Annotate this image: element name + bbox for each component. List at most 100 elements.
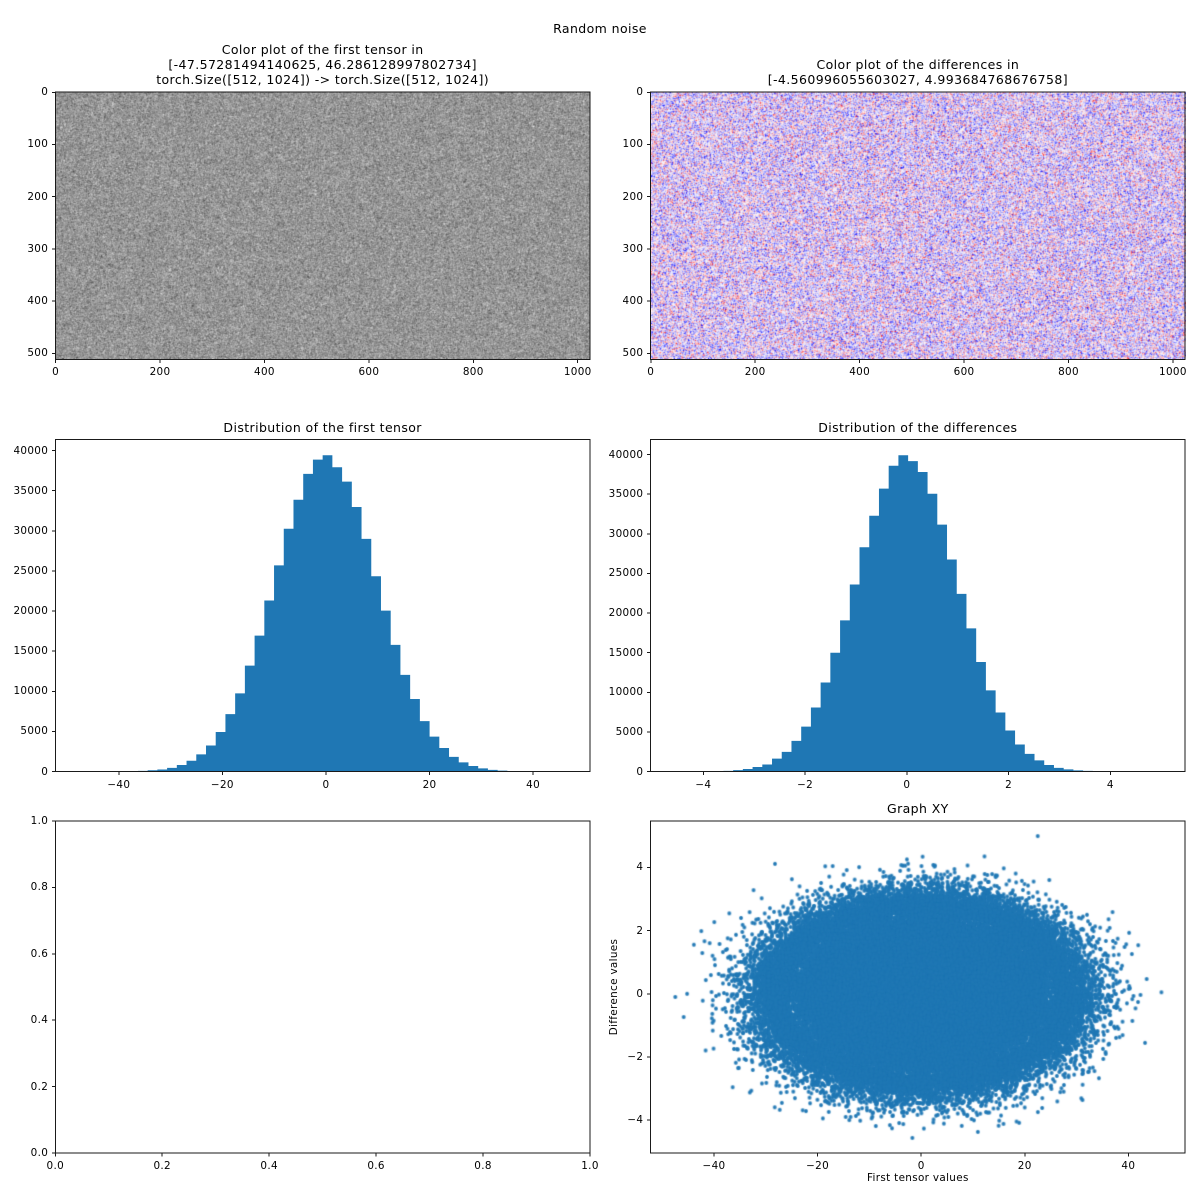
first-tensor-hist-y-tick-label: 35000 bbox=[13, 484, 49, 497]
scatter-xy-y-tick-label: 4 bbox=[636, 861, 644, 874]
first-tensor-hist-y-tick-label: 10000 bbox=[13, 685, 49, 698]
differences-image-x-tick-label: 0 bbox=[647, 366, 655, 379]
empty-axes-y-tick-label: 1.0 bbox=[30, 814, 49, 827]
differences-hist-y-tick-label: 35000 bbox=[608, 488, 644, 501]
empty-axes-x-tick-label: 0.2 bbox=[153, 1160, 171, 1173]
scatter-xy-x-tick-label: −40 bbox=[702, 1160, 726, 1173]
first-tensor-hist-x-tick-label: 40 bbox=[526, 778, 541, 791]
differences-image-ticks bbox=[647, 91, 1174, 363]
first-tensor-hist-x-tick-label: 0 bbox=[322, 778, 330, 791]
first-tensor-hist-title-line: Distribution of the first tensor bbox=[223, 419, 422, 435]
scatter-xy-y-tick-label: 0 bbox=[636, 987, 644, 1000]
first-tensor-image-x-tick-label: 1000 bbox=[563, 366, 592, 379]
scatter-xy-title-line: Graph XY bbox=[886, 801, 949, 817]
differences-image-y-tick-label: 300 bbox=[622, 242, 644, 255]
first-tensor-image-x-tick-label: 200 bbox=[149, 366, 171, 379]
scatter-xy-x-tick-label: 0 bbox=[917, 1160, 925, 1173]
differences-image-y-tick-label: 0 bbox=[636, 86, 644, 99]
differences-noise-image bbox=[650, 92, 1186, 359]
differences-image-x-tick-label: 400 bbox=[849, 366, 871, 379]
first-tensor-hist-x-tick-label: −40 bbox=[107, 778, 131, 791]
scatter-xy-y-tick-label: 2 bbox=[636, 924, 644, 937]
first-tensor-hist-y-tick-label: 5000 bbox=[20, 725, 49, 738]
first-tensor-hist-x-tick-label: −20 bbox=[210, 778, 234, 791]
scatter-xy-y-tick-label: −4 bbox=[627, 1114, 644, 1127]
first-tensor-image-y-tick-label: 500 bbox=[27, 347, 49, 360]
first-tensor-hist-y-tick-label: 15000 bbox=[13, 645, 49, 658]
empty-axes-spines bbox=[54, 820, 591, 1154]
first-tensor-hist-y-tick-label: 20000 bbox=[13, 604, 49, 617]
empty-axes-y-tick-label: 0.4 bbox=[30, 1014, 49, 1027]
scatter-xy-y-tick-label: −2 bbox=[627, 1050, 644, 1063]
empty-axes-y-tick-label: 0.8 bbox=[30, 881, 49, 894]
first-tensor-hist-bars bbox=[79, 455, 566, 772]
first-tensor-image-spines bbox=[54, 91, 591, 360]
first-tensor-image-y-tick-label: 200 bbox=[27, 190, 49, 203]
differences-hist-y-tick-label: 40000 bbox=[608, 448, 644, 461]
first-tensor-image-title-line: torch.Size([512, 1024]) -> torch.Size([5… bbox=[156, 72, 490, 88]
first-tensor-image-x-tick-label: 0 bbox=[52, 366, 60, 379]
differences-hist-x-tick-label: 2 bbox=[1005, 778, 1013, 791]
first-tensor-hist-y-tick-label: 0 bbox=[41, 765, 49, 778]
differences-image-spines bbox=[650, 91, 1186, 360]
differences-hist-y-tick-label: 0 bbox=[636, 765, 644, 778]
first-tensor-noise-image bbox=[55, 92, 591, 359]
first-tensor-hist-y-tick-label: 40000 bbox=[13, 444, 49, 457]
first-tensor-hist-ticks bbox=[51, 450, 534, 775]
first-tensor-image-y-tick-label: 100 bbox=[27, 138, 49, 151]
first-tensor-image-y-tick-label: 400 bbox=[27, 295, 49, 308]
first-tensor-image-x-tick-label: 800 bbox=[462, 366, 484, 379]
differences-image-title-line: [-4.560996055603027, 4.993684768676758] bbox=[767, 72, 1068, 88]
differences-image-x-tick-label: 800 bbox=[1058, 366, 1079, 379]
scatter-xy-ticks bbox=[647, 866, 1129, 1157]
empty-axes-x-tick-label: 0.6 bbox=[367, 1160, 385, 1173]
scatter-xy-x-tick-label: −20 bbox=[806, 1160, 830, 1173]
differences-image-y-tick-label: 200 bbox=[622, 190, 644, 203]
figure-suptitle: Random noise bbox=[553, 21, 647, 36]
differences-hist-y-tick-label: 30000 bbox=[608, 527, 644, 540]
empty-axes-y-tick-label: 0.2 bbox=[30, 1080, 49, 1093]
empty-axes-x-tick-label: 0.0 bbox=[46, 1160, 65, 1173]
scatter-xy-x-tick-label: 20 bbox=[1017, 1160, 1032, 1173]
differences-hist-x-tick-label: 4 bbox=[1106, 778, 1114, 791]
first-tensor-image-title-line: [-47.57281494140625, 46.286128997802734] bbox=[168, 57, 477, 73]
differences-image-y-tick-label: 400 bbox=[622, 295, 644, 308]
first-tensor-hist-y-tick-label: 30000 bbox=[13, 524, 49, 537]
empty-axes-x-tick-label: 0.4 bbox=[260, 1160, 278, 1173]
first-tensor-hist-x-tick-label: 20 bbox=[422, 778, 437, 791]
differences-image-x-tick-label: 1000 bbox=[1159, 366, 1187, 379]
differences-hist-x-tick-label: −4 bbox=[695, 778, 712, 791]
differences-hist-x-tick-label: 0 bbox=[903, 778, 911, 791]
first-tensor-image-x-tick-label: 600 bbox=[358, 366, 380, 379]
empty-axes-x-tick-label: 1.0 bbox=[581, 1160, 599, 1173]
differences-image-title-line: Color plot of the differences in bbox=[816, 57, 1020, 73]
differences-hist-title-line: Distribution of the differences bbox=[818, 419, 1018, 435]
scatter-xy-spines bbox=[650, 820, 1186, 1154]
empty-axes-y-tick-label: 0.6 bbox=[30, 947, 49, 960]
first-tensor-image-y-tick-label: 300 bbox=[27, 242, 49, 255]
empty-axes-ticks bbox=[51, 820, 591, 1157]
scatter-xy-xlabel: First tensor values bbox=[867, 1172, 969, 1185]
empty-axes-x-tick-label: 0.8 bbox=[474, 1160, 492, 1173]
differences-image-y-tick-label: 500 bbox=[622, 347, 644, 360]
differences-hist-x-tick-label: −2 bbox=[797, 778, 814, 791]
first-tensor-image-ticks bbox=[51, 91, 579, 363]
first-tensor-image-y-tick-label: 0 bbox=[41, 86, 49, 99]
differences-hist-bars bbox=[674, 455, 1161, 772]
differences-image-x-tick-label: 600 bbox=[953, 366, 975, 379]
differences-hist-y-tick-label: 15000 bbox=[608, 646, 644, 659]
scatter-xy-points bbox=[650, 821, 1186, 1153]
differences-hist-y-tick-label: 20000 bbox=[608, 606, 644, 619]
first-tensor-image-x-tick-label: 400 bbox=[254, 366, 275, 379]
differences-hist-y-tick-label: 10000 bbox=[608, 686, 644, 699]
differences-hist-y-tick-label: 5000 bbox=[615, 725, 644, 738]
first-tensor-hist-spines bbox=[54, 439, 591, 772]
differences-hist-ticks bbox=[647, 454, 1111, 775]
first-tensor-image-title-line: Color plot of the first tensor in bbox=[221, 42, 424, 58]
differences-hist-spines bbox=[650, 439, 1186, 772]
differences-image-y-tick-label: 100 bbox=[622, 138, 644, 151]
differences-image-x-tick-label: 200 bbox=[744, 366, 766, 379]
